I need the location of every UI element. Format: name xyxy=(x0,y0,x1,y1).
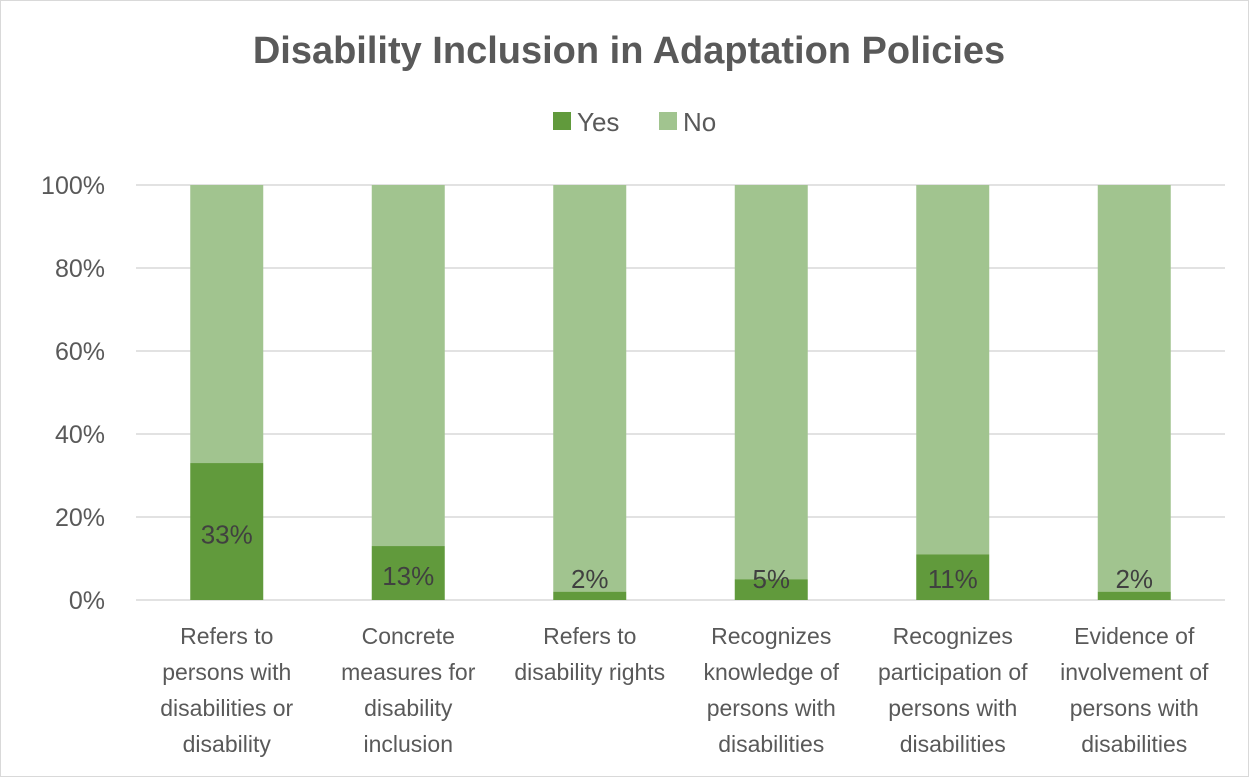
category-label-line: disabilities xyxy=(1081,731,1187,757)
bar-no xyxy=(553,185,627,592)
category-label: Concrete measures for disability inclusion xyxy=(341,623,476,757)
chart-title: Disability Inclusion in Adaptation Polic… xyxy=(253,30,1005,72)
category-label-line: disability xyxy=(183,731,272,757)
data-label: 2% xyxy=(571,564,609,594)
bar-yes xyxy=(734,579,808,600)
category-label-line: participation of xyxy=(878,659,1028,685)
category-label-line: disability rights xyxy=(514,659,665,685)
data-label: 33% xyxy=(201,520,253,550)
bar-no xyxy=(1097,185,1171,592)
category-label-line: persons with xyxy=(888,695,1017,721)
category-label-line: persons with xyxy=(162,659,291,685)
category-label-line: Refers to xyxy=(180,623,273,649)
category-label-line: Evidence of xyxy=(1074,623,1195,649)
category-label-line: Recognizes xyxy=(711,623,831,649)
category-label-line: persons with xyxy=(707,695,836,721)
category-label-line: measures for xyxy=(341,659,476,685)
y-tick-label: 0% xyxy=(69,587,105,615)
bars: 33% 13% 2% 5% 11% 2% xyxy=(190,185,1171,600)
bar-no xyxy=(190,185,264,464)
bar-no xyxy=(916,185,990,555)
category-label-line: inclusion xyxy=(364,731,454,757)
bar-yes xyxy=(553,591,627,600)
legend: Yes No xyxy=(553,107,716,137)
category-label-line: Refers to xyxy=(543,623,636,649)
category-label-line: disabilities xyxy=(900,731,1006,757)
category-label-line: knowledge of xyxy=(703,659,839,685)
data-label: 2% xyxy=(1115,564,1153,594)
category-label-line: Recognizes xyxy=(893,623,1013,649)
category-label-line: involvement of xyxy=(1060,659,1209,685)
y-tick-label: 20% xyxy=(55,504,105,532)
bar-no xyxy=(371,185,445,547)
bar-yes xyxy=(190,463,264,600)
data-label: 13% xyxy=(382,561,434,591)
category-label: Recognizes participation of persons with di… xyxy=(878,623,1028,757)
category-label: Recognizes knowledge of persons with disabi… xyxy=(703,623,839,757)
category-label-line: disabilities xyxy=(718,731,824,757)
bar-yes xyxy=(371,546,445,600)
category-label-line: persons with xyxy=(1070,695,1199,721)
y-tick-label: 60% xyxy=(55,338,105,366)
y-tick-label: 100% xyxy=(41,172,105,200)
legend-swatch-no xyxy=(659,112,677,130)
legend-label: No xyxy=(683,107,716,137)
category-label-line: disability xyxy=(364,695,453,721)
data-label: 5% xyxy=(752,564,790,594)
legend-swatch-yes xyxy=(553,112,571,130)
y-tick-label: 40% xyxy=(55,421,105,449)
bar-yes xyxy=(1097,591,1171,600)
category-label: Evidence of involvement of persons with dis… xyxy=(1060,623,1209,757)
category-label-line: disabilities or xyxy=(160,695,293,721)
category-label: Refers to disability rights xyxy=(514,623,665,685)
gridlines xyxy=(136,184,1225,601)
y-axis: 0% 20% 40% 60% 80% 100% xyxy=(41,172,105,615)
bar-yes xyxy=(916,554,990,600)
category-label: Refers to persons with disabilities or disa… xyxy=(160,623,293,757)
category-label-line: Concrete xyxy=(362,623,455,649)
data-label: 11% xyxy=(928,564,978,594)
bar-no xyxy=(734,185,808,580)
legend-label: Yes xyxy=(577,107,619,137)
y-tick-label: 80% xyxy=(55,255,105,283)
x-axis: Refers to persons with disabilities or disa… xyxy=(160,623,1209,757)
